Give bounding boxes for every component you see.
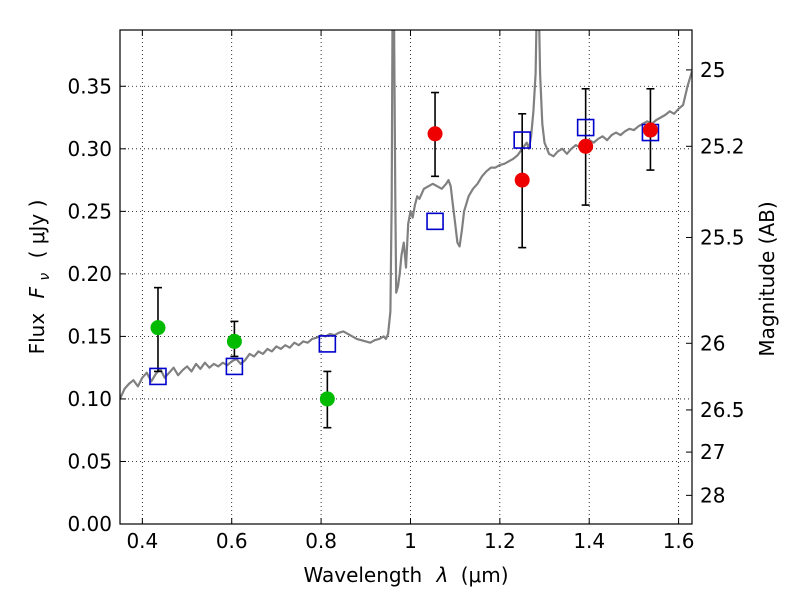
- model-spectrum-line: [120, 30, 692, 400]
- y-tick-label-7: 0.35: [67, 74, 112, 98]
- green-point-1: [226, 333, 242, 349]
- plot-area: [120, 30, 692, 429]
- mag-tick-label-5: 27: [700, 440, 725, 464]
- model-square-4: [513, 131, 531, 149]
- y-tick-label-6: 0.30: [67, 137, 112, 161]
- x-tick-label-2: 0.8: [305, 529, 337, 553]
- x-tick-label-0: 0.4: [126, 529, 158, 553]
- red-point-1: [514, 172, 530, 188]
- y-tick-label-1: 0.05: [67, 449, 112, 473]
- x-axis-label: Wavelength λ (μm): [303, 563, 508, 587]
- mag-tick-label-0: 25: [700, 58, 725, 82]
- green-point-0: [150, 320, 166, 336]
- x-tick-label-3: 1: [404, 529, 417, 553]
- x-tick-label-1: 0.6: [216, 529, 248, 553]
- y-tick-label-5: 0.25: [67, 199, 112, 223]
- y-axis-label: Flux F ν ( μJy ): [25, 200, 54, 355]
- green-point-2: [319, 391, 335, 407]
- y-tick-label-4: 0.20: [67, 262, 112, 286]
- model-square-1: [225, 357, 244, 376]
- mag-tick-label-3: 26: [700, 331, 725, 355]
- mag-tick-label-2: 25.5: [700, 225, 745, 249]
- mag-tick-label-6: 28: [700, 483, 725, 507]
- red-point-2: [578, 138, 594, 154]
- x-tick-label-4: 1.2: [484, 529, 516, 553]
- x-tick-label-5: 1.4: [573, 529, 605, 553]
- plot-frame: [119, 29, 693, 525]
- model-square-0: [149, 367, 167, 386]
- y-tick-label-3: 0.15: [67, 324, 112, 348]
- x-tick-label-6: 1.6: [663, 529, 695, 553]
- mag-tick-label-1: 25.2: [700, 134, 745, 158]
- grid: [120, 30, 692, 525]
- axis-ticks: 0.4 0.6 0.8 1 1.2 1.4 1.6 0.00 0.05 0.10 0.15 0.20 0…: [67, 30, 745, 553]
- magnitude-axis-label: Magnitude (AB): [755, 201, 779, 356]
- y-tick-label-2: 0.10: [67, 387, 112, 411]
- y-tick-label-0: 0.00: [67, 512, 112, 536]
- model-square-5: [576, 118, 595, 137]
- model-square-3: [426, 212, 444, 231]
- model-square-2: [318, 335, 337, 353]
- red-point-3: [642, 122, 658, 138]
- mag-tick-label-4: 26.5: [700, 398, 745, 422]
- red-point-0: [427, 126, 443, 142]
